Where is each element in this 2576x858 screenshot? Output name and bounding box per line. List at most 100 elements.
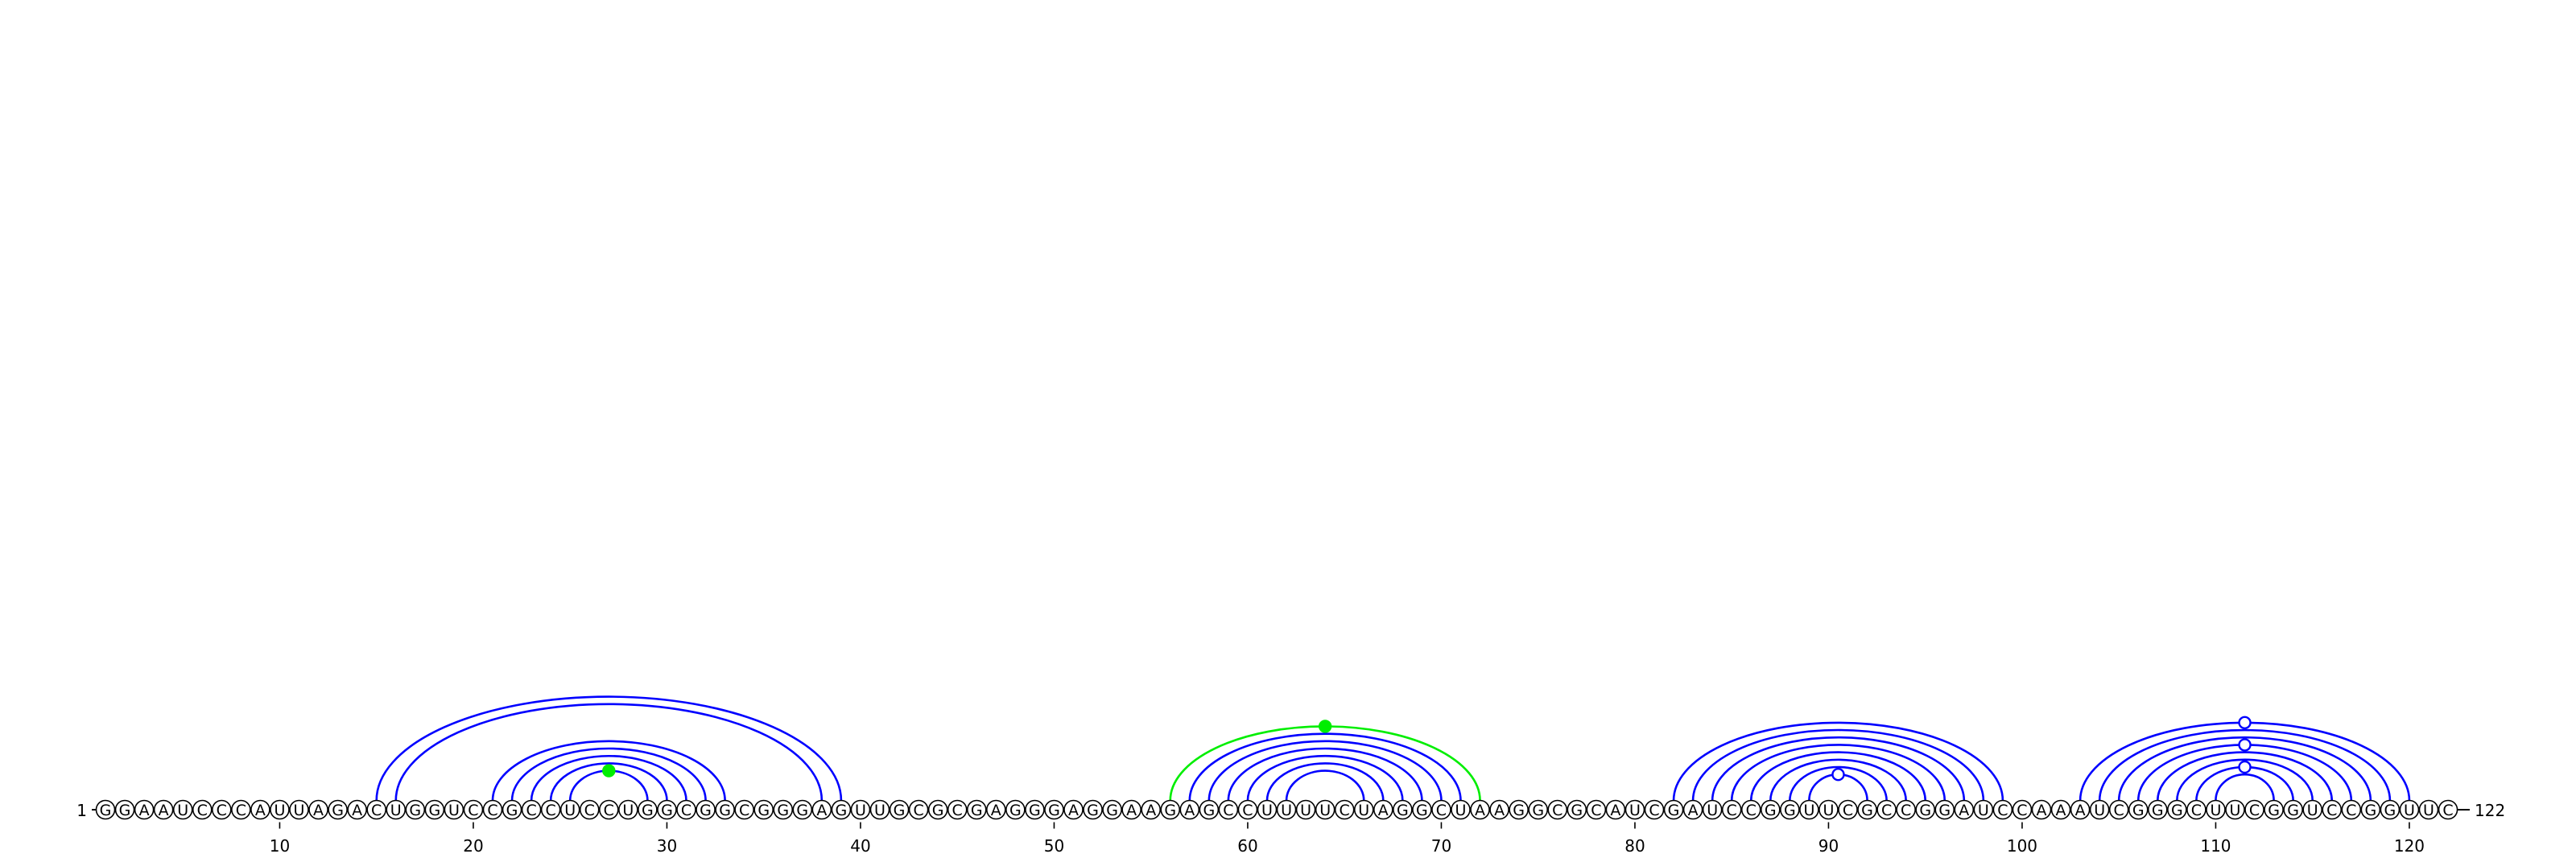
nucleotide-letter: C	[236, 802, 246, 819]
nucleotide-1: G	[95, 799, 116, 820]
nucleotide-letter: U	[2210, 802, 2221, 819]
nucleotide-circle	[1761, 799, 1781, 820]
nucleotide-letter: U	[1707, 802, 1718, 819]
nucleotide-letter: U	[855, 802, 866, 819]
nucleotide-100: C	[2012, 799, 2033, 820]
nucleotide-72: A	[1470, 799, 1490, 820]
nucleotide-circle	[231, 799, 251, 820]
nucleotide-102: A	[2050, 799, 2071, 820]
nucleotide-circle	[250, 799, 270, 820]
nucleotide-19: U	[444, 799, 464, 820]
nucleotide-87: G	[1761, 799, 1781, 820]
nucleotide-circle	[734, 799, 754, 820]
pair-arc-16-38	[394, 703, 824, 801]
nucleotide-circle	[1025, 799, 1045, 820]
nucleotide-circle	[850, 799, 871, 820]
nucleotide-5: U	[172, 799, 193, 820]
nucleotide-51: A	[1063, 799, 1084, 820]
nucleotide-letter: G	[1784, 802, 1796, 819]
pair-arc-83-98	[1691, 728, 1985, 801]
nucleotide-13: G	[328, 799, 348, 820]
nucleotide-26: C	[579, 799, 600, 820]
nucleotide-letter: C	[1436, 802, 1447, 819]
nucleotide-circle	[1896, 799, 1916, 820]
nucleotide-letter: G	[506, 802, 518, 819]
nucleotide-17: G	[405, 799, 426, 820]
pair-arcs	[375, 695, 2411, 801]
nucleotide-47: A	[986, 799, 1006, 820]
position-ticks: 10 20 30 40 50 60 70 80 90 100 110 120	[270, 822, 2425, 856]
nucleotide-circle	[1160, 799, 1181, 820]
nucleotide-circle	[947, 799, 968, 820]
nucleotide-120: U	[2399, 799, 2420, 820]
nucleotide-85: C	[1721, 799, 1742, 820]
nucleotide-letter: G	[1029, 802, 1041, 819]
nucleotide-circle	[1083, 799, 1103, 820]
nucleotide-circle	[1818, 799, 1839, 820]
nucleotide-circle	[2418, 799, 2439, 820]
nucleotide-62: U	[1276, 799, 1297, 820]
nucleotide-circle	[1373, 799, 1393, 820]
nucleotide-letter: A	[816, 802, 827, 819]
nucleotide-84: U	[1702, 799, 1723, 820]
nucleotide-letter: C	[952, 802, 963, 819]
nucleotide-letter: G	[1087, 802, 1099, 819]
nucleotide-75: G	[1528, 799, 1548, 820]
nucleotide-circle	[347, 799, 367, 820]
pair-arc-87-94	[1769, 758, 1907, 801]
nucleotide-76: C	[1547, 799, 1568, 820]
nucleotide-circle	[1393, 799, 1413, 820]
nucleotide-22: G	[502, 799, 522, 820]
nucleotide-circle	[1509, 799, 1529, 820]
nucleotide-88: G	[1780, 799, 1800, 820]
nucleotide-4: A	[153, 799, 174, 820]
nucleotide-letter: G	[758, 802, 770, 819]
nucleotide-110: U	[2206, 799, 2226, 820]
pair-arc-58-70	[1208, 740, 1443, 801]
tick-label-80: 80	[1624, 836, 1645, 856]
nucleotide-circle	[1295, 799, 1316, 820]
nucleotide-circle	[2206, 799, 2226, 820]
pair-arc-61-67	[1265, 762, 1385, 801]
start-position-label: 1	[76, 801, 87, 820]
nucleotide-circle	[1721, 799, 1742, 820]
nucleotide-circle	[1586, 799, 1607, 820]
nucleotide-circle	[1334, 799, 1355, 820]
nucleotide-20: C	[463, 799, 484, 820]
nucleotide-circle	[211, 799, 232, 820]
nucleotide-circle	[598, 799, 619, 820]
nucleotide-43: C	[908, 799, 929, 820]
nucleotide-39: G	[831, 799, 852, 820]
nucleotide-107: G	[2148, 799, 2168, 820]
nucleotide-letter: A	[139, 802, 150, 819]
nucleotide-83: A	[1682, 799, 1703, 820]
nucleotide-letter: G	[1668, 802, 1680, 819]
nucleotide-letter: C	[1242, 802, 1253, 819]
nucleotide-37: G	[792, 799, 813, 820]
nucleotide-circle	[1257, 799, 1278, 820]
nucleotide-122: C	[2438, 799, 2458, 820]
pair-arc-85-96	[1730, 744, 1946, 801]
nucleotide-circle	[1470, 799, 1490, 820]
nucleotide-circle	[869, 799, 890, 820]
nucleotide-letter: A	[255, 802, 266, 819]
nucleotide-circle	[1915, 799, 1935, 820]
nucleotide-letter: U	[177, 802, 188, 819]
nucleotide-letter: C	[2346, 802, 2356, 819]
nucleotide-letter: G	[1919, 802, 1931, 819]
nucleotide-letter: G	[700, 802, 712, 819]
nucleotide-letter: U	[294, 802, 305, 819]
nucleotide-letter: A	[2037, 802, 2047, 819]
nucleotide-circle	[1605, 799, 1626, 820]
tick-label-90: 90	[1818, 836, 1839, 856]
nucleotide-circle	[1644, 799, 1665, 820]
nucleotide-105: C	[2108, 799, 2129, 820]
tick-label-10: 10	[270, 836, 290, 856]
pair-arc-24-30	[549, 762, 668, 801]
pair-arc-84-97	[1711, 736, 1966, 801]
nucleotide-circle	[773, 799, 794, 820]
pair-arc-21-33	[491, 740, 726, 801]
nucleotide-circle	[1799, 799, 1819, 820]
nucleotide-circle	[2070, 799, 2091, 820]
nucleotide-103: A	[2070, 799, 2091, 820]
